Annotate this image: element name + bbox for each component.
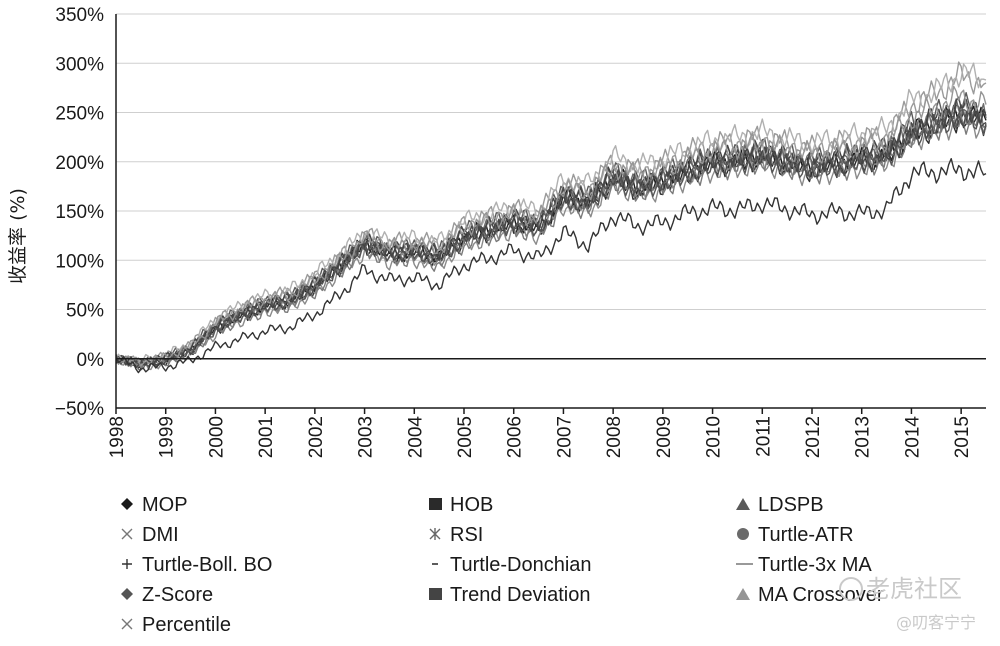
y-axis-label: 收益率 (%)	[7, 188, 29, 284]
y-tick-label: 350%	[55, 5, 104, 26]
x-tick-label: 2008	[604, 416, 625, 458]
legend-label: Turtle-Boll. BO	[142, 554, 272, 576]
legend-label: Turtle-3x MA	[758, 554, 872, 576]
legend-label: Z-Score	[142, 584, 213, 606]
y-tick-label: 150%	[55, 202, 104, 223]
legend-marker-x-icon	[121, 618, 133, 630]
legend-marker-asterisk-icon	[429, 528, 441, 540]
series-line-ma-crossover	[115, 85, 987, 367]
legend-marker-square-icon	[429, 498, 442, 510]
watermark-brand: 老虎社区	[866, 575, 962, 603]
y-tick-label: 100%	[55, 251, 104, 272]
legend-item: DMI	[121, 524, 179, 546]
y-tick-label: 300%	[55, 54, 104, 75]
legend-item: Percentile	[121, 614, 231, 636]
legend-item: Turtle-Boll. BO	[122, 554, 272, 576]
series-lines	[115, 61, 987, 374]
x-tick-label: 2007	[554, 416, 575, 458]
legend-label: Turtle-ATR	[758, 524, 854, 546]
series-line-turtle-atr	[115, 98, 987, 369]
legend-item: HOB	[429, 494, 493, 516]
legend-label: Turtle-Donchian	[450, 554, 592, 576]
legend-label: LDSPB	[758, 494, 824, 516]
x-tick-label: 2002	[306, 416, 327, 458]
y-tick-label: 0%	[77, 350, 105, 371]
x-tick-label: 2013	[853, 416, 874, 458]
watermark: 老虎社区 @叨客宁宁	[839, 575, 976, 632]
x-tick-label: 2004	[405, 416, 426, 459]
x-tick-label: 2005	[455, 416, 476, 458]
y-tick-label: 50%	[66, 301, 104, 322]
y-tick-label: 200%	[55, 153, 104, 174]
legend-item: RSI	[429, 524, 483, 546]
legend-marker-triangle-icon	[736, 498, 750, 510]
legend-item: Turtle-ATR	[737, 524, 854, 546]
legend-marker-diamond-icon	[121, 498, 133, 510]
legend-item: Turtle-Donchian	[432, 554, 592, 576]
x-tick-label: 1999	[157, 416, 178, 458]
legend-label: MOP	[142, 494, 188, 516]
y-axis-ticks: 350% 300% 250% 200% 150% 100% 50% 0% −50%	[55, 5, 104, 420]
x-tick-label: 2015	[952, 416, 973, 458]
x-tick-label: 2001	[256, 416, 277, 458]
legend-marker-diamond-icon	[121, 588, 133, 600]
x-tick-label: 2003	[356, 416, 377, 458]
legend-marker-x-icon	[121, 528, 133, 540]
legend-item: LDSPB	[736, 494, 824, 516]
y-tick-label: 250%	[55, 104, 104, 125]
legend-label: Percentile	[142, 614, 231, 636]
x-tick-label: 2014	[902, 416, 923, 459]
x-axis-ticks: 1998 1999 2000 2001 2002 2003 2004 2005 2006 2007…	[107, 408, 973, 458]
legend-marker-plus-icon	[122, 559, 132, 569]
x-tick-label: 2000	[206, 416, 227, 458]
legend: MOP HOB LDSPB DMI RSI Turtle-ATR Turtle-Boll. …	[121, 494, 884, 636]
watermark-logo-icon	[839, 577, 863, 601]
legend-label: RSI	[450, 524, 483, 546]
series-line-trend-deviation	[116, 96, 987, 366]
axes	[115, 14, 986, 409]
x-tick-label: 2006	[505, 416, 526, 458]
y-tick-label: −50%	[55, 399, 104, 420]
legend-item: MOP	[121, 494, 188, 516]
legend-label: Trend Deviation	[450, 584, 590, 606]
legend-marker-triangle-icon	[736, 588, 750, 600]
legend-item: Trend Deviation	[429, 584, 590, 606]
legend-label: HOB	[450, 494, 493, 516]
x-tick-label: 2010	[704, 416, 725, 458]
legend-item: Z-Score	[121, 584, 213, 606]
x-tick-label: 1998	[107, 416, 128, 458]
series-line-ldspb	[115, 91, 987, 366]
legend-item: Turtle-3x MA	[736, 554, 872, 576]
legend-marker-square-icon	[429, 588, 442, 600]
x-tick-label: 2009	[654, 416, 675, 458]
watermark-user: @叨客宁宁	[896, 613, 976, 632]
x-tick-label: 2011	[753, 416, 774, 457]
legend-marker-circle-icon	[737, 528, 749, 540]
series-line-percentile	[115, 157, 987, 374]
x-tick-label: 2012	[803, 416, 824, 458]
legend-label: DMI	[142, 524, 179, 546]
